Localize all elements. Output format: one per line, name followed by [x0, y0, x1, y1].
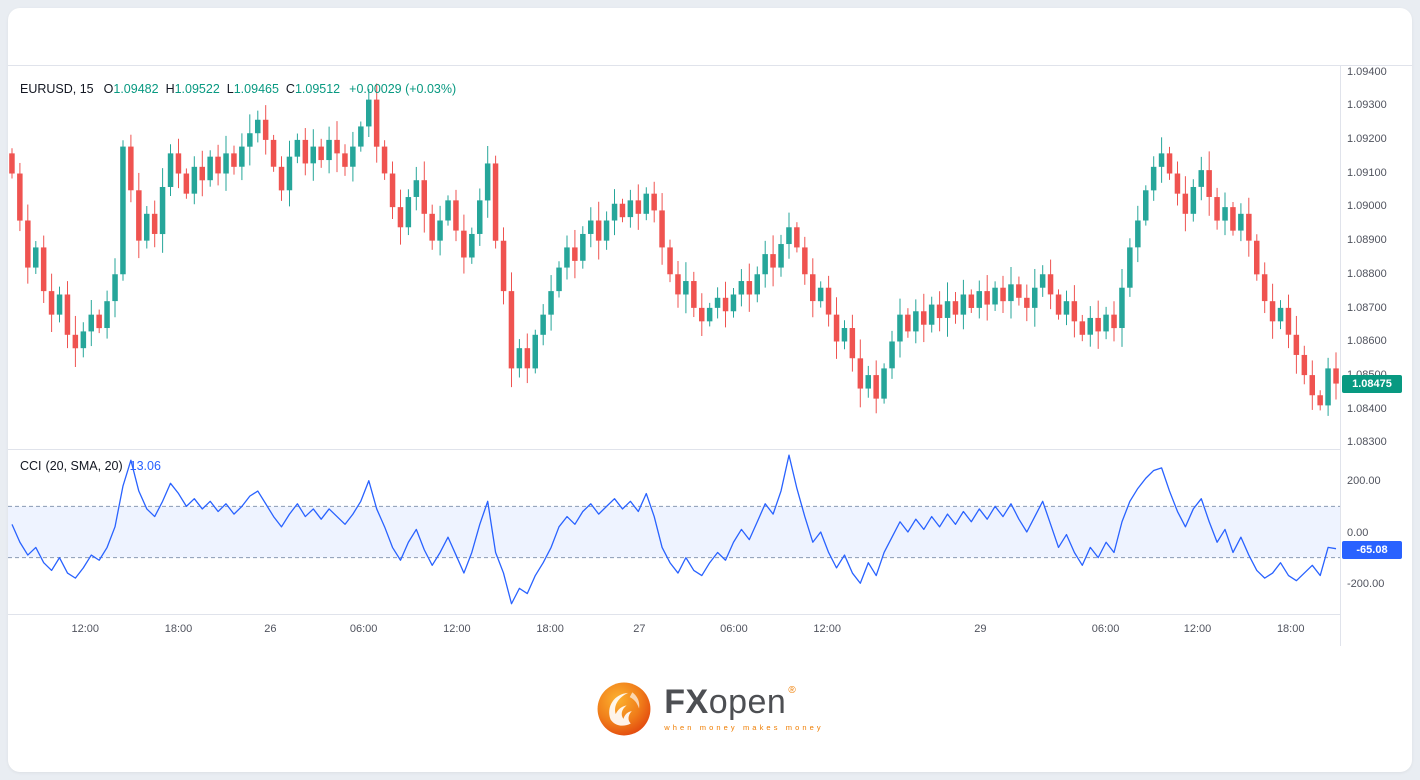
fxopen-logo: FX open ® when money makes money — [596, 681, 824, 737]
high-value: 1.09522 — [174, 82, 220, 96]
time-axis-label: 12:00 — [813, 623, 841, 635]
symbol-legend: EURUSD, 15 O1.09482 H1.09522 L1.09465 C1.095… — [20, 82, 456, 96]
cci-params: (20, SMA, 20) — [45, 459, 123, 473]
open-value: 1.09482 — [113, 82, 159, 96]
low-label: L — [226, 82, 234, 96]
time-axis-label: 18:00 — [1276, 623, 1305, 635]
registered-mark: ® — [788, 685, 796, 696]
cci-axis-label: 200.00 — [1347, 474, 1381, 487]
low-value: 1.09465 — [233, 82, 279, 96]
chart-card: EURUSD, 15 O1.09482 H1.09522 L1.09465 C1.095… — [8, 8, 1412, 772]
cci-last-value: 13.06 — [129, 459, 161, 473]
price-axis-label: 1.08800 — [1347, 267, 1387, 280]
price-axis-label: 1.09300 — [1347, 99, 1387, 112]
cci-badge: -65.08 — [1342, 541, 1402, 560]
time-axis-label: 29 — [974, 623, 987, 635]
trading-chart-widget: EURUSD, 15 O1.09482 H1.09522 L1.09465 C1.095… — [8, 65, 1412, 646]
price-axis-label: 1.09400 — [1347, 65, 1387, 78]
cci-chart-svg — [8, 454, 1340, 605]
time-axis-label: 18:00 — [164, 623, 193, 635]
time-axis-label: 18:00 — [536, 623, 564, 635]
close-value: 1.09512 — [294, 82, 341, 96]
price-axis-label: 1.09100 — [1347, 166, 1387, 179]
brand-open-text: open — [708, 683, 787, 721]
time-axis-label: 06:00 — [1091, 623, 1120, 635]
price-axis-label: 1.09000 — [1347, 200, 1387, 213]
price-axis-label: 1.08600 — [1347, 335, 1387, 348]
price-axis-label: 1.08300 — [1347, 436, 1387, 449]
footer-branding: FX open ® when money makes money — [8, 645, 1412, 772]
time-axis-label: 27 — [633, 623, 646, 635]
price-axis-label: 1.09200 — [1347, 133, 1387, 146]
change-value: +0.00029 (+0.03%) — [349, 82, 457, 96]
fxopen-emblem-icon — [597, 682, 651, 735]
cci-axis-label: 0.00 — [1347, 526, 1369, 539]
brand-tagline: when money makes money — [664, 723, 824, 732]
price-axis-label: 1.08700 — [1347, 301, 1387, 314]
price-axis-label: 1.08900 — [1347, 234, 1387, 247]
cci-title: CCI — [20, 459, 42, 473]
price-pane[interactable]: EURUSD, 15 O1.09482 H1.09522 L1.09465 C1.095… — [8, 66, 1340, 450]
open-label: O — [103, 82, 114, 96]
cci-legend: CCI (20, SMA, 20) 13.06 — [20, 459, 161, 473]
price-axis-label: 1.08400 — [1347, 402, 1387, 415]
chart-column: EURUSD, 15 O1.09482 H1.09522 L1.09465 C1.095… — [8, 66, 1340, 646]
time-axis-label: 12:00 — [1183, 623, 1212, 635]
price-axis[interactable]: 1.08475 -65.08 1.09400 1.09300 1.09200 1.09… — [1340, 66, 1412, 646]
close-label: C — [285, 82, 295, 96]
cci-axis-label: -200.00 — [1347, 578, 1385, 591]
price-badge: 1.08475 — [1342, 375, 1402, 394]
time-axis-label: 12:00 — [443, 623, 471, 635]
time-axis-label: 06:00 — [349, 623, 378, 635]
symbol-name: EURUSD, 15 — [20, 82, 94, 96]
time-axis[interactable]: 12:00 18:00 26 06:00 12:00 18:00 27 06:00 12:00 2… — [8, 615, 1340, 645]
high-label: H — [165, 82, 175, 96]
time-axis-label: 26 — [264, 623, 277, 635]
brand-text-block: FX open ® when money makes money — [664, 685, 824, 732]
time-axis-label: 12:00 — [71, 623, 100, 635]
price-chart-svg — [9, 83, 1339, 416]
cci-indicator-pane[interactable]: CCI (20, SMA, 20) 13.06 — [8, 450, 1340, 615]
time-axis-label: 06:00 — [720, 623, 748, 635]
brand-fx-text: FX — [664, 683, 709, 721]
